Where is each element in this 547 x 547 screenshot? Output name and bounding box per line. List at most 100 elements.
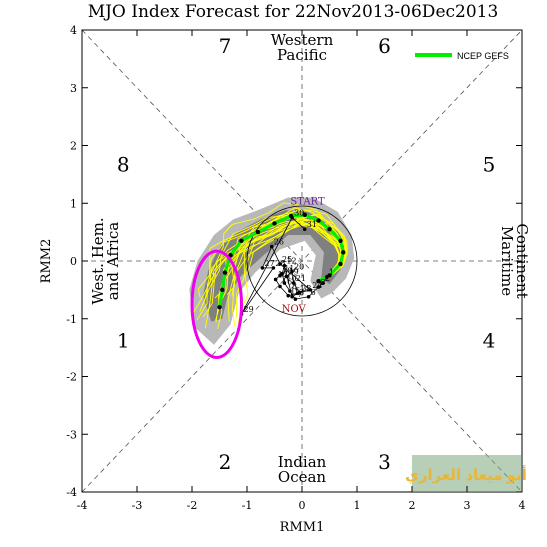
observed-point-24 bbox=[308, 288, 313, 292]
y-tick-label-1: 1 bbox=[70, 197, 77, 210]
observed-path: 1256781011121314151617181920212324252627… bbox=[239, 209, 334, 316]
observed-label-7: 7 bbox=[297, 290, 302, 299]
y-tick-label-2: 2 bbox=[70, 140, 77, 153]
watermark-text: أبو ميعاد العراري bbox=[405, 465, 527, 485]
y-tick-label--4: -4 bbox=[66, 486, 77, 499]
y-tick-label--3: -3 bbox=[66, 428, 77, 441]
phase-label-1: 1 bbox=[117, 329, 130, 353]
observed-label-18: 18 bbox=[282, 266, 292, 275]
region-left-line-2: and Africa bbox=[104, 222, 122, 300]
x-tick-label-4: 4 bbox=[519, 499, 526, 512]
observed-label-1: 1 bbox=[329, 268, 334, 277]
region-left-line-1: West. Hem. bbox=[89, 217, 107, 304]
observed-label-6: 6 bbox=[311, 288, 316, 297]
observed-point-21 bbox=[291, 281, 296, 285]
observed-point-5 bbox=[316, 285, 321, 289]
observed-label-5: 5 bbox=[321, 278, 326, 287]
unit-circle bbox=[246, 205, 358, 317]
ensemble-mean-point-1 bbox=[316, 279, 321, 284]
observed-point-12 bbox=[282, 263, 287, 268]
y-tick-label--2: -2 bbox=[66, 371, 77, 384]
observed-label-25: 25 bbox=[282, 255, 292, 264]
observed-label-14: 14 bbox=[300, 284, 310, 293]
observed-point-31 bbox=[302, 227, 307, 232]
ensemble-mean-point-8 bbox=[302, 212, 307, 217]
observed-point-23 bbox=[297, 290, 302, 295]
legend: NCEP GEFS bbox=[415, 51, 509, 61]
observed-point-28 bbox=[271, 266, 276, 270]
phase-label-4: 4 bbox=[483, 329, 496, 353]
observed-label-16: 16 bbox=[282, 277, 292, 286]
annotation-nov: NOV bbox=[282, 304, 307, 315]
watermark: أبو ميعاد العراري bbox=[405, 455, 527, 492]
x-tick-label-1: 1 bbox=[354, 499, 361, 512]
ensemble-mean-point-15 bbox=[220, 287, 225, 293]
diagonal-guide-2 bbox=[81, 29, 523, 493]
observed-label-8: 8 bbox=[292, 282, 297, 291]
observed-point-2 bbox=[321, 281, 325, 285]
region-top-line-1: Western bbox=[271, 31, 334, 49]
observed-label-21: 21 bbox=[296, 274, 306, 283]
observed-point-18 bbox=[278, 273, 282, 278]
watermark-box bbox=[412, 455, 521, 492]
region-right-line-1: Maritime bbox=[498, 226, 516, 296]
x-tick-label-2: 2 bbox=[409, 499, 416, 512]
observed-point-25 bbox=[278, 262, 282, 266]
y-tick-label-0: 0 bbox=[70, 255, 77, 268]
observed-point-15 bbox=[286, 293, 291, 298]
legend-label: NCEP GEFS bbox=[457, 51, 509, 61]
observed-point-13 bbox=[290, 295, 294, 299]
ensemble-member-20 bbox=[204, 220, 340, 329]
x-tick-label--3: -3 bbox=[132, 499, 143, 512]
phase-label-2: 2 bbox=[219, 450, 232, 474]
y-tick-label-3: 3 bbox=[70, 82, 77, 95]
observed-label-24: 24 bbox=[312, 281, 322, 290]
observed-point-8 bbox=[288, 289, 292, 293]
region-top-line-2: Pacific bbox=[277, 46, 327, 64]
ensemble-mean-line bbox=[217, 212, 346, 310]
region-bottom-line-2: Ocean bbox=[278, 468, 327, 486]
ensemble-mean-path bbox=[217, 213, 345, 308]
chart-title: MJO Index Forecast for 22Nov2013-06Dec20… bbox=[88, 2, 499, 22]
observed-label-11: 11 bbox=[284, 265, 294, 274]
observed-point-30 bbox=[290, 215, 294, 220]
observed-label-15: 15 bbox=[290, 287, 300, 296]
observed-point-27 bbox=[260, 266, 265, 270]
ensemble-mean-point-3 bbox=[338, 261, 343, 267]
ensemble-mean-point-5 bbox=[338, 238, 343, 243]
ensemble-mean-point-12 bbox=[239, 238, 244, 243]
observed-label-31: 31 bbox=[307, 220, 317, 229]
ensemble-mean-point-11 bbox=[255, 229, 261, 235]
phase-label-6: 6 bbox=[378, 34, 391, 58]
annotation-start: START bbox=[290, 196, 325, 207]
x-axis-ticks: -4 -3 -2 -1 0 1 2 3 4 bbox=[77, 30, 526, 512]
x-tick-label--4: -4 bbox=[77, 499, 88, 512]
observed-label-27: 27 bbox=[264, 259, 274, 268]
observed-label-28: 28 bbox=[275, 259, 285, 268]
ensemble-mean-point-6 bbox=[327, 227, 332, 232]
phase-label-8: 8 bbox=[117, 152, 130, 176]
x-tick-label--2: -2 bbox=[187, 499, 198, 512]
x-tick-label--1: -1 bbox=[242, 499, 253, 512]
observed-point-20 bbox=[290, 269, 294, 274]
observed-label-20: 20 bbox=[294, 262, 304, 271]
annotation-labels: START NOV bbox=[282, 196, 325, 314]
observed-point-7 bbox=[293, 297, 298, 301]
x-axis-label: RMM1 bbox=[280, 520, 325, 535]
observed-point-17 bbox=[273, 277, 278, 282]
observed-point-6 bbox=[306, 295, 311, 299]
phase-label-3: 3 bbox=[378, 450, 391, 474]
observed-label-29: 29 bbox=[244, 305, 254, 314]
observed-point-16 bbox=[278, 284, 282, 289]
region-bottom-line-1: Indian bbox=[278, 453, 327, 471]
observed-point-10 bbox=[282, 281, 287, 285]
observed-point-19 bbox=[284, 274, 289, 279]
x-tick-label-0: 0 bbox=[299, 499, 306, 512]
observed-point-26 bbox=[269, 244, 274, 249]
plot-area: 1256781011121314151617181920212324252627… bbox=[81, 29, 531, 493]
highlight-ellipse bbox=[190, 249, 243, 359]
x-tick-label-3: 3 bbox=[464, 499, 471, 512]
